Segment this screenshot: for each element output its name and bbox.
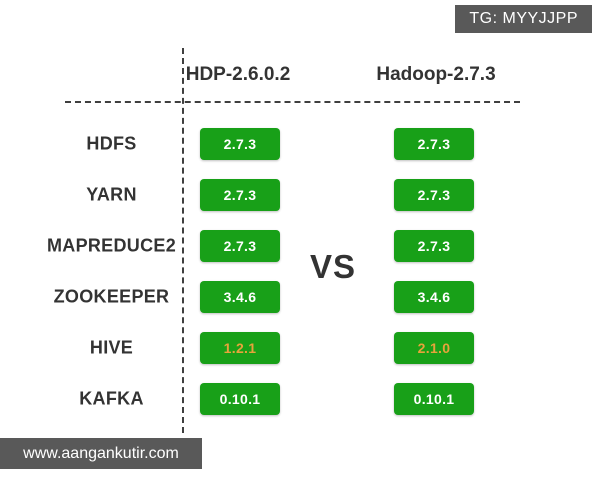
vertical-dashed-divider: [182, 48, 184, 433]
hdp-version-badge: 3.4.6: [200, 280, 280, 313]
hadoop-version-badge: 2.7.3: [394, 229, 474, 262]
hdp-version-badge: 0.10.1: [200, 382, 280, 415]
hdp-version-badge: 2.7.3: [200, 178, 280, 211]
comparison-row: HIVE 1.2.1 2.1.0: [0, 322, 600, 373]
component-label: HIVE: [89, 337, 134, 357]
hdp-version-badge: 2.7.3: [200, 229, 280, 262]
column-header-hadoop: Hadoop-2.7.3: [376, 64, 496, 85]
hadoop-version-badge: 0.10.1: [394, 382, 474, 415]
comparison-row: HDFS 2.7.3 2.7.3: [0, 118, 600, 169]
comparison-row: KAFKA 0.10.1 0.10.1: [0, 373, 600, 424]
component-label: YARN: [86, 184, 137, 204]
horizontal-dashed-divider: [65, 101, 520, 103]
tg-watermark-badge: TG: MYYJJPP: [455, 5, 592, 33]
hadoop-version-badge: 2.7.3: [394, 127, 474, 160]
comparison-row: MAPREDUCE2 2.7.3 2.7.3: [0, 220, 600, 271]
hadoop-version-badge: 3.4.6: [394, 280, 474, 313]
site-watermark: www.aangankutir.com: [0, 438, 202, 469]
vs-label: VS: [310, 248, 357, 285]
hadoop-version-badge: 2.1.0: [394, 331, 474, 364]
hdp-version-badge: 1.2.1: [200, 331, 280, 364]
comparison-row: ZOOKEEPER 3.4.6 3.4.6: [0, 271, 600, 322]
component-label: KAFKA: [79, 388, 144, 408]
component-label: HDFS: [86, 133, 137, 153]
hdp-version-badge: 2.7.3: [200, 127, 280, 160]
column-header-hdp: HDP-2.6.0.2: [185, 64, 291, 85]
hadoop-version-badge: 2.7.3: [394, 178, 474, 211]
comparison-rows: HDFS 2.7.3 2.7.3 YARN 2.7.3 2.7.3 MAPRED…: [0, 118, 600, 424]
component-label: MAPREDUCE2: [46, 235, 177, 255]
comparison-row: YARN 2.7.3 2.7.3: [0, 169, 600, 220]
component-label: ZOOKEEPER: [53, 286, 170, 306]
